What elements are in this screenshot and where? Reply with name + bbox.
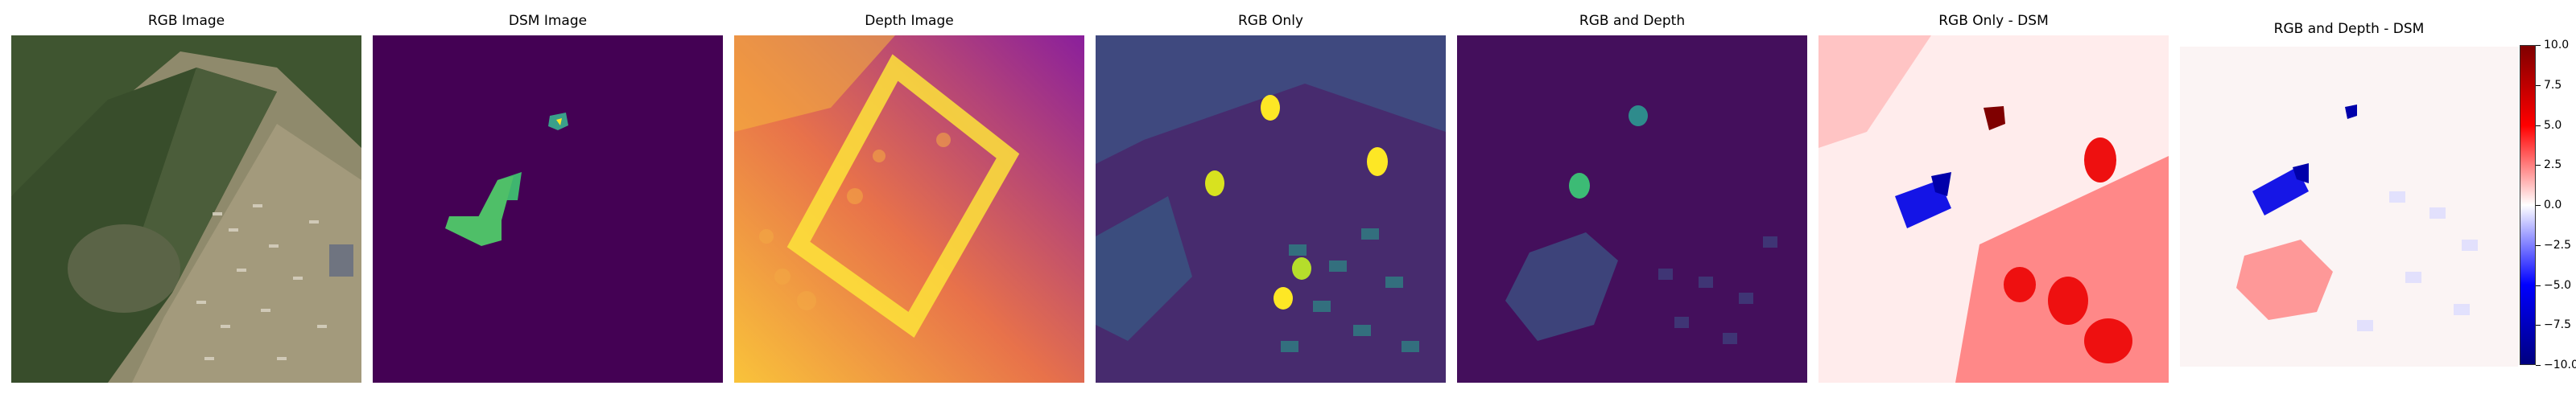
colorbar-tick-label: −7.5	[2544, 318, 2571, 332]
panel-rgb-and-depth-minus-dsm: RGB and Depth - DSM	[2180, 13, 2518, 391]
colorbar-gradient	[2520, 45, 2536, 365]
panel-depth-image: Depth Image	[734, 13, 1084, 383]
colorbar-tick-label: 7.5	[2544, 78, 2562, 92]
colorbar-tick-label: 5.0	[2544, 118, 2562, 132]
panel-title: RGB Only - DSM	[1938, 13, 2049, 29]
colorbar-tick-label: −5.0	[2544, 278, 2571, 292]
colorbar-tick-label: 2.5	[2544, 158, 2562, 172]
panel-dsm-image: DSM Image	[373, 13, 723, 383]
panel-rgb-only-minus-dsm: RGB Only - DSM	[1818, 13, 2169, 383]
colorbar: 10.0 7.5 5.0 2.5 0.0 −2.5 −5.0 −7.5 −10.…	[2520, 39, 2576, 371]
dsm-image	[373, 35, 723, 383]
colorbar-tick-label: −10.0	[2544, 359, 2576, 371]
colorbar-tick-label: −2.5	[2544, 238, 2571, 252]
panel-rgb-image: RGB Image	[11, 13, 361, 383]
panel-title: RGB and Depth - DSM	[2273, 21, 2425, 37]
rgb-and-depth-error-map	[2180, 47, 2518, 367]
panel-title: DSM Image	[508, 13, 588, 29]
rgb-only-error-map	[1818, 35, 2169, 383]
panel-title: Depth Image	[865, 13, 954, 29]
panel-title: RGB Only	[1238, 13, 1303, 29]
rgb-and-depth-prediction	[1457, 35, 1807, 383]
depth-image	[734, 35, 1084, 383]
panel-title: RGB and Depth	[1579, 13, 1686, 29]
colorbar-tick-label: 0.0	[2544, 199, 2562, 211]
rgb-only-prediction	[1096, 35, 1446, 383]
colorbar-tick-label: 10.0	[2544, 39, 2570, 51]
panel-rgb-and-depth: RGB and Depth	[1457, 13, 1807, 383]
panel-rgb-only: RGB Only	[1096, 13, 1446, 383]
panel-title: RGB Image	[147, 13, 225, 29]
rgb-image	[11, 35, 361, 383]
